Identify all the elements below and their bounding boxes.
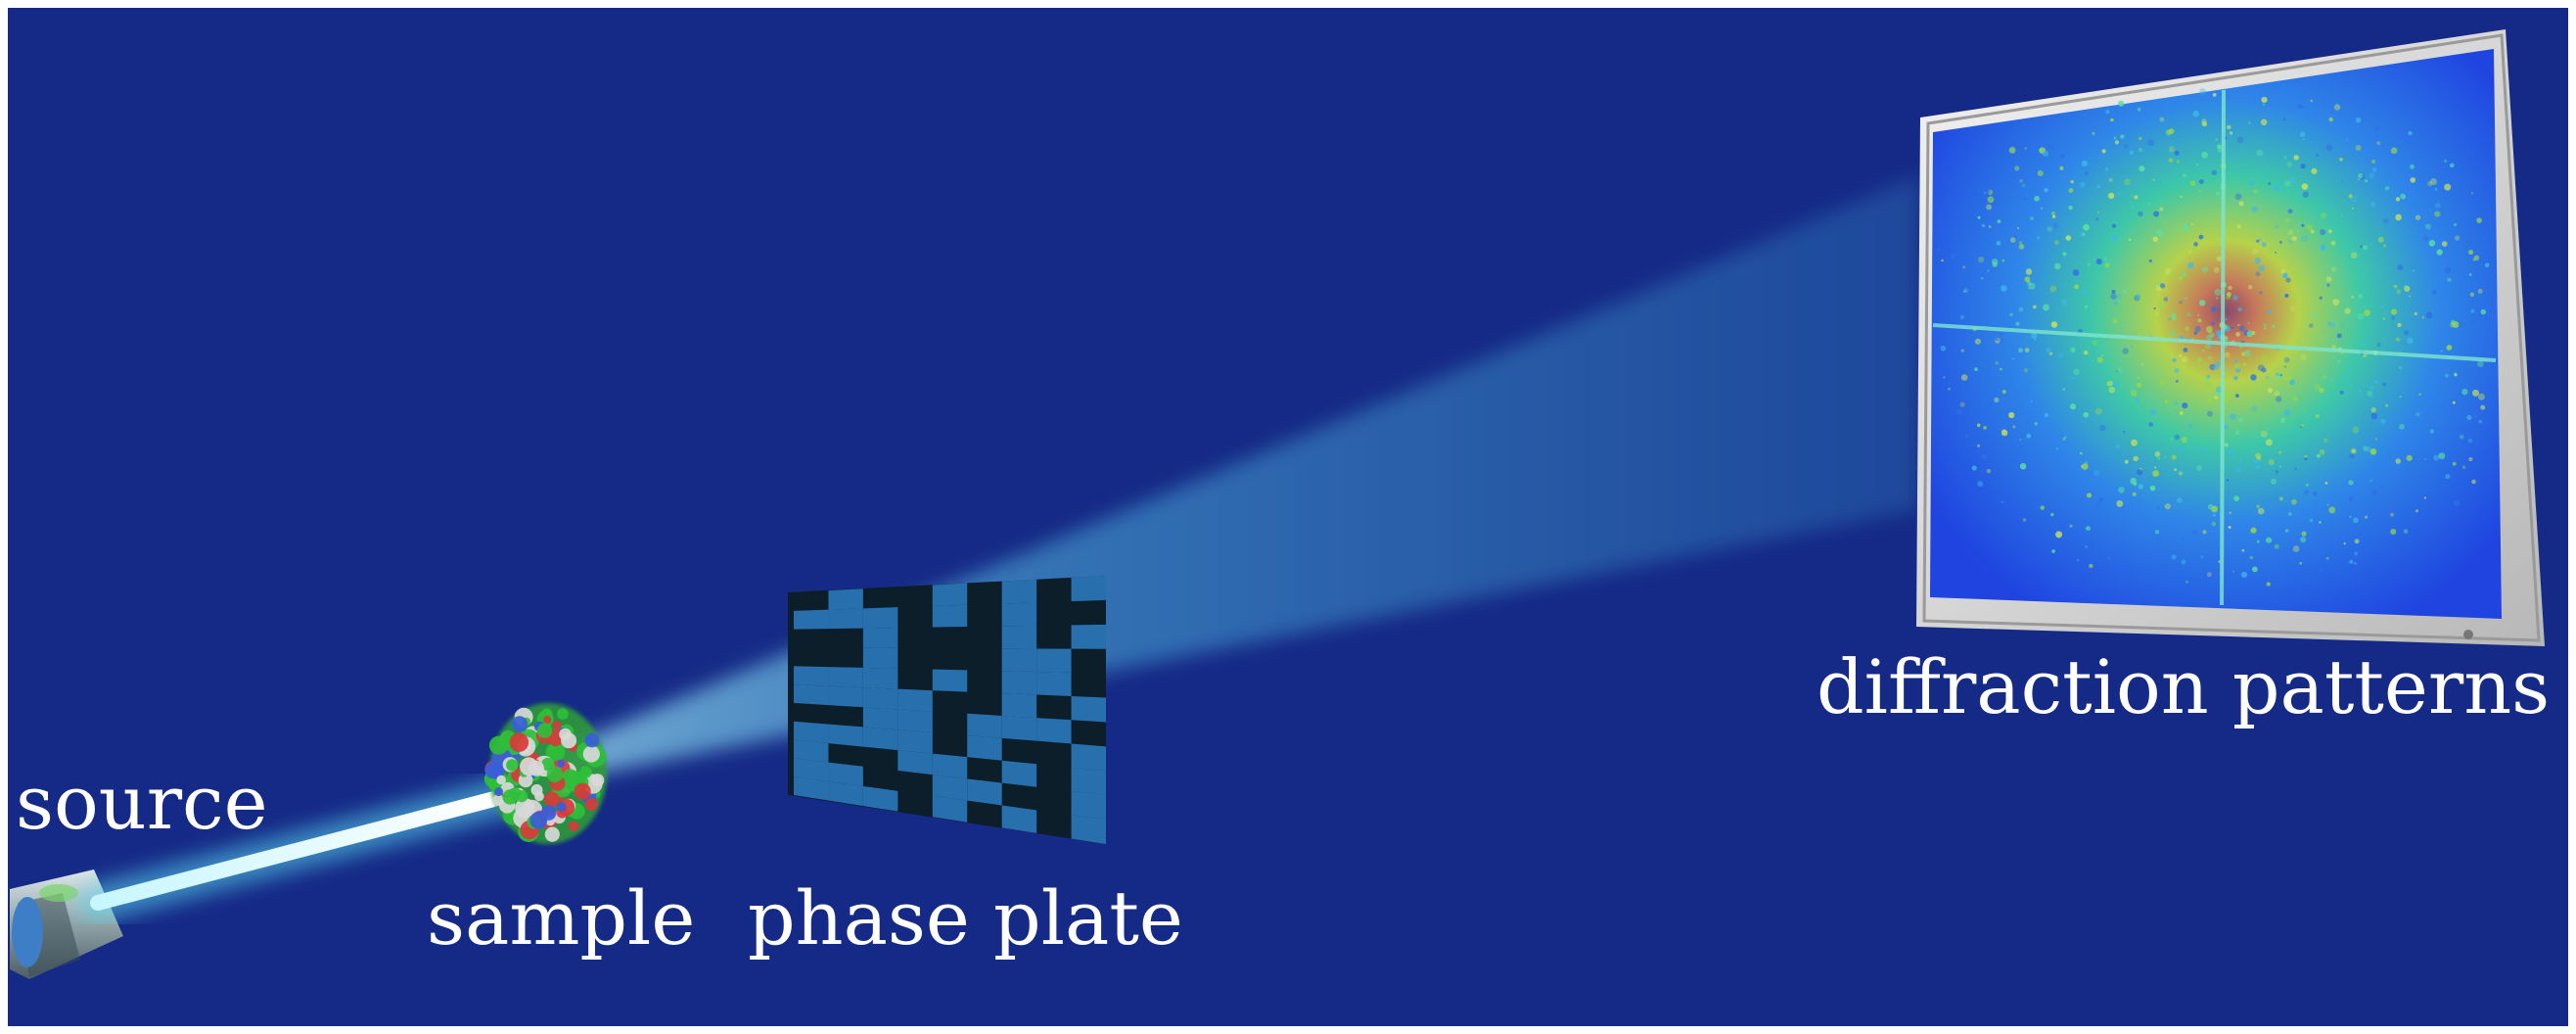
sample-label: sample (427, 874, 696, 962)
phase-plate-icon (788, 576, 1106, 844)
diffraction-patterns-label: diffraction patterns (1817, 643, 2551, 730)
protein-sample-icon (483, 703, 607, 844)
source-label: source (16, 759, 268, 846)
pattern-vertical-streak (2220, 89, 2226, 606)
incident-beam (78, 776, 529, 922)
pattern-horizontal-streak (1932, 323, 2497, 362)
monitor-detector-icon (1916, 29, 2545, 646)
phase-plate-label: phase plate (748, 874, 1183, 962)
